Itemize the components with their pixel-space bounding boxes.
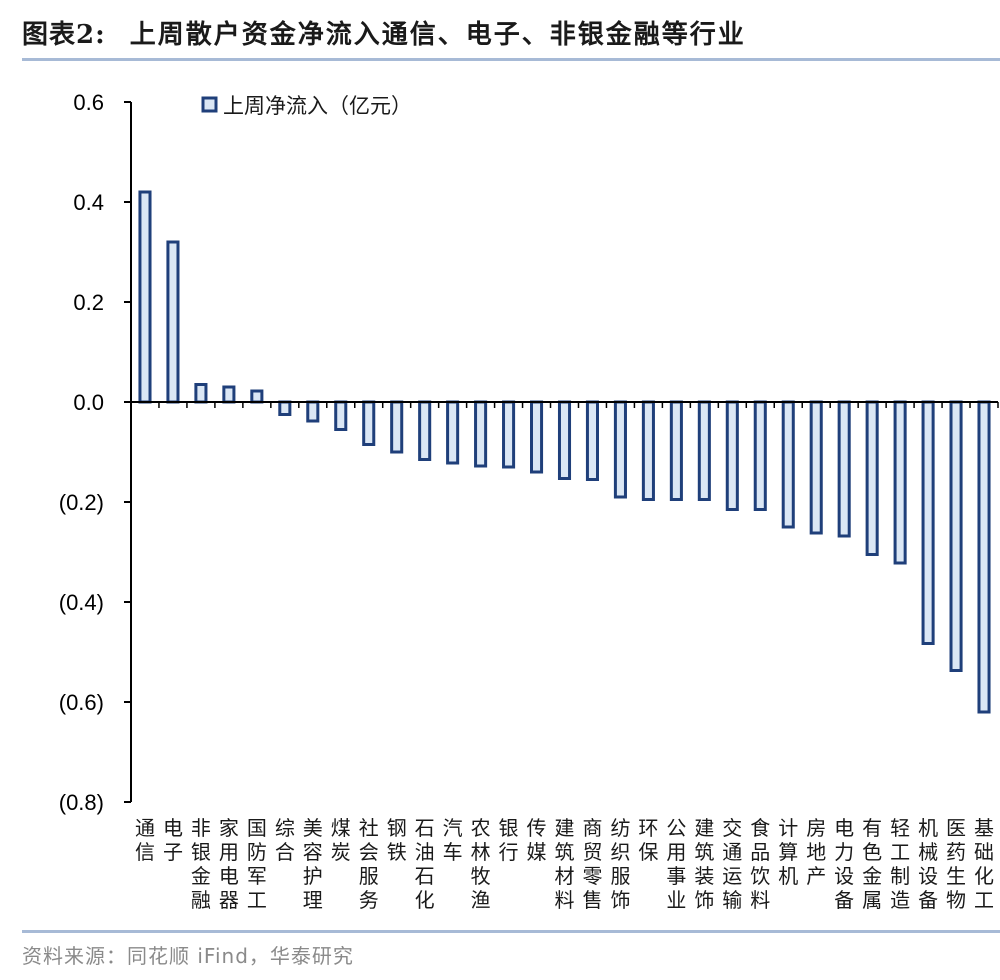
category-label: 商贸零售: [582, 816, 602, 912]
legend: 上周净流入（亿元）: [201, 94, 412, 118]
category-label: 美容护理: [303, 816, 323, 912]
y-tick-label: 0.4: [73, 190, 104, 215]
bar-石油石化: [418, 400, 432, 461]
y-tick-label: (0.4): [59, 590, 104, 615]
category-label: 有色金属: [862, 816, 882, 912]
bar-家用电器: [222, 385, 236, 404]
y-tick-label: 0.2: [73, 290, 104, 315]
bar-钢铁: [390, 400, 404, 454]
category-label: 非银金融: [191, 816, 211, 912]
figure-label: 图表2:: [22, 19, 106, 50]
bar-有色金属: [865, 400, 879, 556]
legend-swatch: [201, 96, 218, 113]
category-labels: 通信电子非银金融家用电器国防军工综合美容护理煤炭社会服务钢铁石油石化汽车农林牧渔…: [135, 816, 994, 912]
bar-食品饮料: [753, 400, 767, 511]
y-tick-label: (0.8): [59, 790, 104, 815]
bar-农林牧渔: [474, 400, 488, 468]
bar-社会服务: [362, 400, 376, 446]
bar-国防军工: [250, 389, 264, 404]
bar-美容护理: [306, 400, 320, 423]
bar-银行: [502, 400, 516, 469]
category-label: 传媒: [527, 816, 547, 864]
bar-通信: [138, 190, 152, 404]
bar-综合: [278, 400, 292, 416]
bar-房地产: [809, 400, 823, 535]
category-label: 电力设备: [834, 816, 854, 912]
category-label: 机械设备: [918, 816, 938, 912]
category-label: 建筑装饰: [694, 816, 714, 912]
bar-基础化工: [977, 400, 991, 714]
category-label: 公用事业: [666, 816, 686, 912]
bar-传媒: [530, 400, 544, 474]
bar-非银金融: [194, 383, 208, 404]
bar-电子: [166, 240, 180, 404]
title-divider: [22, 58, 1000, 61]
footer-divider: [22, 930, 1000, 933]
x-axis: [130, 401, 999, 408]
title-row: 图表2: 上周散户资金净流入通信、电子、非银金融等行业: [22, 12, 746, 52]
category-label: 交通运输: [722, 816, 742, 912]
category-label: 纺织服饰: [610, 816, 630, 912]
bar-纺织服饰: [613, 400, 627, 499]
category-label: 食品饮料: [750, 816, 770, 912]
y-tick-label: (0.2): [59, 490, 104, 515]
category-label: 石油石化: [415, 816, 435, 912]
bar-机械设备: [921, 400, 935, 645]
bar-医药生物: [949, 400, 963, 672]
bar-chart: 0.6 0.4 0.2 0.0 (0.2) (0.4) (0.6) (0.8) 通信电子非银金…: [59, 90, 999, 912]
category-label: 通信: [135, 816, 155, 864]
y-axis: 0.6 0.4 0.2 0.0 (0.2) (0.4) (0.6) (0.8): [59, 90, 132, 815]
category-label: 房地产: [806, 816, 826, 888]
category-label: 基础化工: [974, 816, 994, 912]
bar-轻工制造: [893, 400, 907, 565]
category-label: 综合: [275, 816, 295, 864]
bar-计算机: [781, 400, 795, 529]
category-label: 家用电器: [219, 816, 239, 912]
category-label: 建筑材料: [555, 816, 575, 912]
bars: [138, 190, 991, 714]
category-label: 计算机: [778, 816, 798, 888]
bar-公用事业: [669, 400, 683, 501]
category-label: 银行: [499, 816, 519, 864]
category-label: 电子: [163, 816, 183, 864]
source-note: 资料来源：同花顺 iFind，华泰研究: [22, 944, 354, 968]
y-tick-label: 0.0: [73, 390, 104, 415]
category-label: 钢铁: [387, 816, 407, 864]
bar-煤炭: [334, 400, 348, 431]
bar-建筑材料: [557, 400, 572, 480]
category-label: 社会服务: [359, 816, 379, 912]
chart-title: 上周散户资金净流入通信、电子、非银金融等行业: [129, 19, 746, 50]
bar-汽车: [446, 400, 460, 465]
category-label: 煤炭: [331, 816, 351, 864]
category-label: 轻工制造: [890, 816, 910, 912]
bar-电力设备: [837, 400, 851, 538]
bar-建筑装饰: [697, 400, 711, 501]
legend-label: 上周净流入（亿元）: [223, 94, 412, 118]
y-tick-label: (0.6): [59, 690, 104, 715]
category-label: 环保: [638, 816, 658, 864]
category-label: 国防军工: [247, 816, 267, 912]
category-label: 医药生物: [946, 816, 966, 912]
category-label: 农林牧渔: [471, 816, 491, 912]
category-label: 汽车: [443, 816, 463, 864]
bar-交通运输: [725, 400, 739, 511]
bar-商贸零售: [585, 400, 599, 481]
y-tick-label: 0.6: [73, 90, 104, 115]
bar-环保: [641, 400, 655, 501]
